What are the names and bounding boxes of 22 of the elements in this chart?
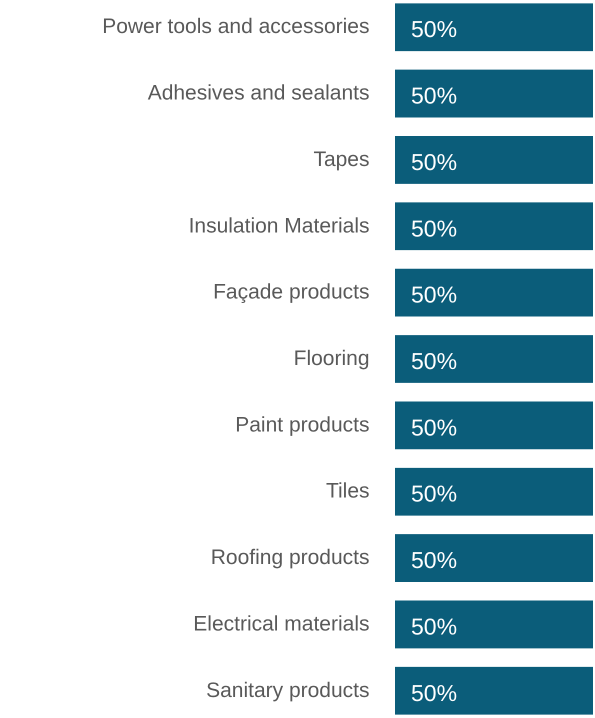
y-tick-label: Tiles xyxy=(326,480,370,503)
data-label: 50% xyxy=(411,547,458,574)
y-tick-label: Power tools and accessories xyxy=(102,15,370,38)
y-tick-label: Sanitary products xyxy=(206,678,370,702)
y-tick-label: Roofing products xyxy=(210,546,370,570)
data-label: 50% xyxy=(411,282,458,308)
data-label: 50% xyxy=(411,16,458,42)
y-tick-label: Paint products xyxy=(235,413,370,436)
data-label: 50% xyxy=(411,680,458,706)
data-label: 50% xyxy=(411,480,458,507)
y-tick-label: Electrical materials xyxy=(193,612,370,636)
y-tick-label: Façade products xyxy=(213,280,370,304)
data-label: 50% xyxy=(411,82,458,109)
data-label: 50% xyxy=(411,215,458,242)
data-label: 50% xyxy=(411,348,458,374)
data-label: 50% xyxy=(411,613,458,640)
y-tick-label: Adhesives and sealants xyxy=(148,82,370,105)
data-label: 50% xyxy=(411,414,458,440)
y-tick-label: Flooring xyxy=(294,347,370,370)
data-label: 50% xyxy=(411,148,458,175)
y-tick-label: Insulation Materials xyxy=(188,214,370,238)
y-tick-label: Tapes xyxy=(313,148,370,171)
